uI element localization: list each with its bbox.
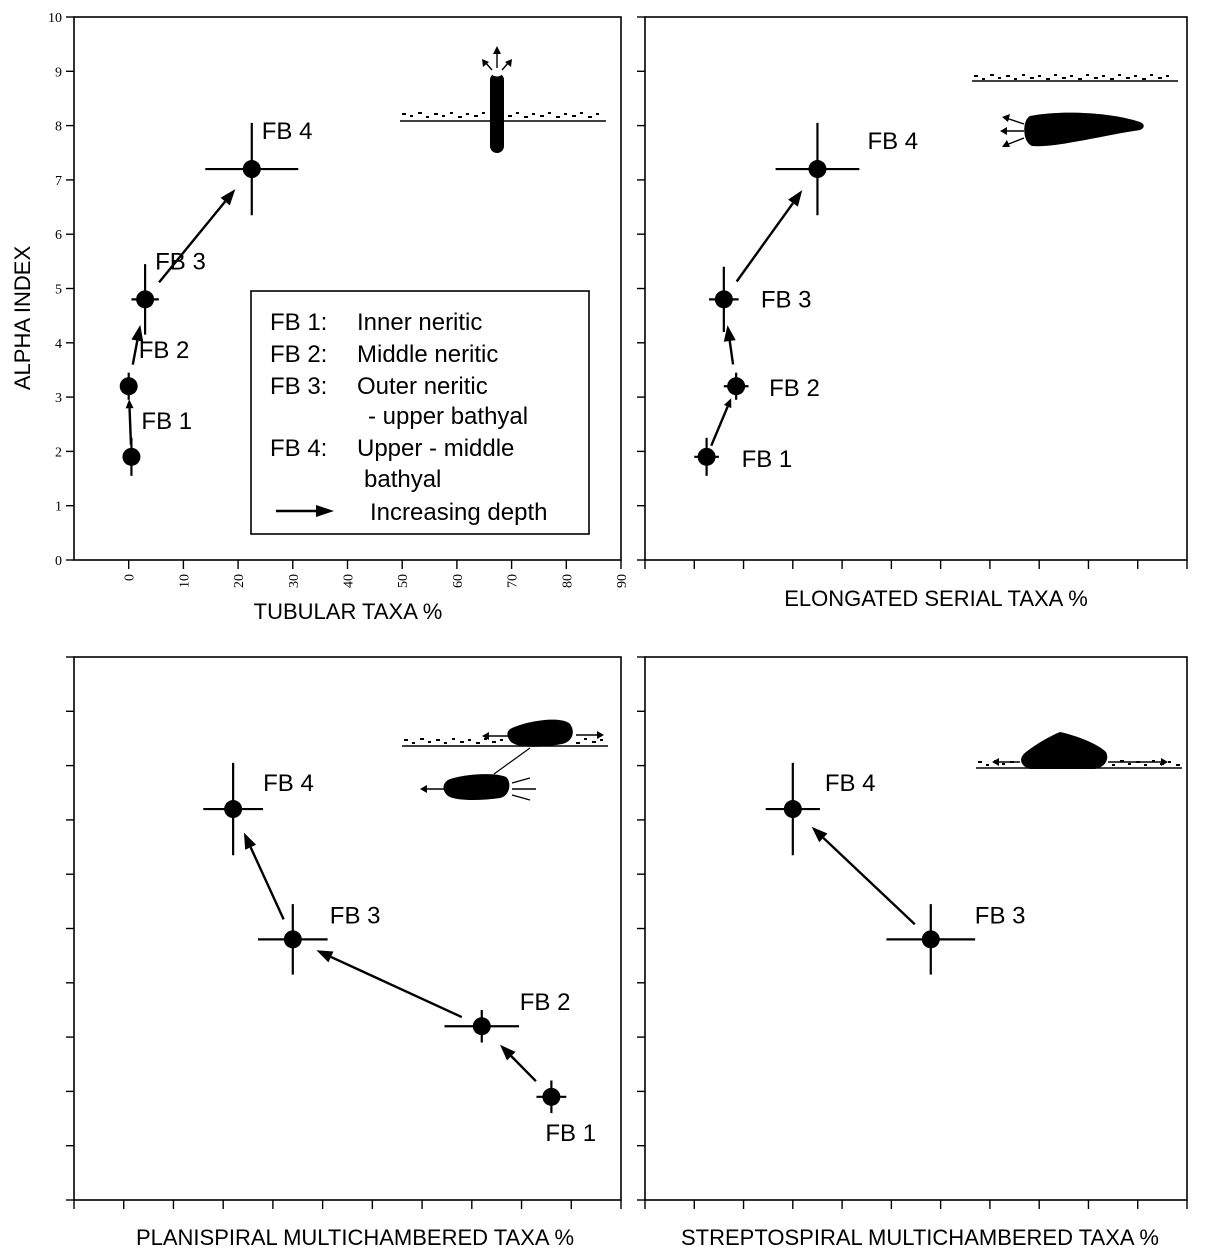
x-tick-label: 70 (506, 574, 521, 588)
depth-arrow-head (125, 399, 134, 409)
y-tick-label: 2 (55, 445, 62, 460)
y-tick-label: 4 (55, 337, 62, 352)
legend-key-fb3: FB 3: (270, 373, 327, 400)
plot-frame (644, 656, 1188, 1201)
x-tick-label: 40 (342, 574, 357, 588)
y-tick-label: 9 (55, 65, 62, 80)
data-point-fb1 (542, 1087, 561, 1106)
depth-arrow-head (243, 832, 257, 850)
legend-text-fb1: Inner neritic (357, 309, 482, 336)
legend: FB 1: Inner neritic FB 2: Middle neritic… (250, 290, 590, 535)
panel-planispiral: FB 1 FB 2 FB 3 FB 4 (66, 656, 622, 1209)
depth-arrow (735, 202, 794, 283)
point-label: FB 1 (141, 408, 192, 435)
data-point-fb1 (122, 447, 141, 466)
data-point-fb2 (119, 377, 138, 396)
point-label: FB 3 (761, 286, 812, 313)
x-axis-title-elongated: ELONGATED SERIAL TAXA % (784, 586, 1088, 611)
data-point-fb2 (727, 377, 746, 396)
x-tick-label: 90 (615, 574, 630, 588)
depth-arrow (728, 340, 735, 365)
data-point-fb4 (224, 800, 243, 819)
point-label: FB 4 (262, 118, 313, 145)
x-axis-title-tubular: TUBULAR TAXA % (254, 599, 443, 624)
data-point-fb3 (714, 290, 733, 309)
depth-arrow (330, 955, 463, 1019)
point-label: FB 3 (330, 902, 381, 929)
x-axis-title-planispiral: PLANISPIRAL MULTICHAMBERED TAXA % (136, 1225, 574, 1250)
legend-text-fb2: Middle neritic (357, 341, 498, 368)
depth-arrow (249, 846, 285, 920)
x-tick-label: 30 (287, 574, 302, 588)
depth-arrow-head (723, 398, 732, 409)
legend-text-fb4: Upper - middle (357, 435, 514, 462)
legend-text-fb3: Outer neritic (357, 373, 488, 400)
x-tick-label: 60 (451, 574, 466, 588)
tubular-foram-icon (400, 46, 606, 153)
point-label: FB 2 (520, 989, 571, 1016)
point-label: FB 3 (155, 248, 206, 275)
legend-key-fb4: FB 4: (270, 435, 327, 462)
point-label: FB 2 (769, 375, 820, 402)
depth-arrow-head (220, 189, 236, 206)
y-tick-label: 6 (55, 228, 62, 243)
y-tick-label: 5 (55, 283, 62, 298)
panel-tubular: 0 1 2 3 4 5 6 7 8 9 10 0 10 20 30 40 50 60 70 80 90 FB 1 FB 2 F… (48, 11, 630, 588)
point-label: FB 4 (867, 128, 918, 155)
data-point-fb4 (808, 160, 827, 179)
legend-text-fb3-cont: - upper bathyal (368, 403, 528, 430)
legend-frame (250, 290, 590, 535)
legend-key-fb1: FB 1: (270, 309, 327, 336)
planispiral-foram-icon (402, 719, 608, 801)
depth-arrow (131, 340, 139, 365)
data-point-fb1 (697, 447, 716, 466)
depth-arrow (822, 837, 916, 926)
panel-streptospiral: FB 3 FB 4 (637, 656, 1188, 1209)
x-tick-label: 0 (123, 574, 138, 581)
point-label: FB 2 (139, 337, 190, 364)
depth-arrow-head (316, 950, 334, 963)
data-point-fb4 (242, 160, 261, 179)
depth-arrow (158, 200, 227, 284)
depth-arrow-head (723, 325, 736, 342)
x-axis-title-streptospiral: STREPTOSPIRAL MULTICHAMBERED TAXA % (681, 1225, 1159, 1250)
y-tick-label: 10 (48, 11, 62, 26)
streptospiral-foram-icon (976, 732, 1182, 769)
x-tick-label: 10 (177, 574, 192, 588)
data-point-fb3 (921, 930, 940, 949)
data-point-fb3 (283, 930, 302, 949)
legend-arrow-text: Increasing depth (370, 499, 547, 526)
depth-arrow-head (788, 190, 803, 207)
depth-arrow-head (500, 1044, 516, 1061)
y-tick-label: 0 (55, 554, 62, 569)
depth-arrow (710, 406, 729, 447)
x-tick-label: 20 (232, 574, 247, 588)
y-tick-label: 1 (55, 500, 62, 515)
y-axis-title: ALPHA INDEX (10, 246, 35, 391)
point-label: FB 1 (742, 446, 793, 473)
data-point-fb4 (783, 800, 802, 819)
depth-arrow-head (131, 324, 144, 342)
depth-arrow (510, 1055, 537, 1083)
legend-key-fb2: FB 2: (270, 341, 327, 368)
data-point-fb3 (136, 290, 155, 309)
y-tick-label: 8 (55, 120, 62, 135)
depth-arrow-head (811, 826, 828, 843)
data-point-fb2 (472, 1017, 491, 1036)
panel-elongated-serial: FB 1 FB 2 FB 3 FB 4 (637, 16, 1188, 569)
point-label: FB 1 (545, 1120, 596, 1147)
plot-frame (644, 16, 1188, 561)
y-tick-label: 7 (55, 174, 62, 189)
point-label: FB 3 (975, 902, 1026, 929)
y-tick-label: 3 (55, 391, 62, 406)
legend-text-fb4-cont: bathyal (364, 466, 441, 493)
x-tick-label: 50 (396, 574, 411, 588)
point-label: FB 4 (263, 770, 314, 797)
x-tick-label: 80 (560, 574, 575, 588)
legend-arrow-icon (276, 505, 334, 517)
elongated-foram-icon (972, 74, 1178, 147)
point-label: FB 4 (825, 770, 876, 797)
